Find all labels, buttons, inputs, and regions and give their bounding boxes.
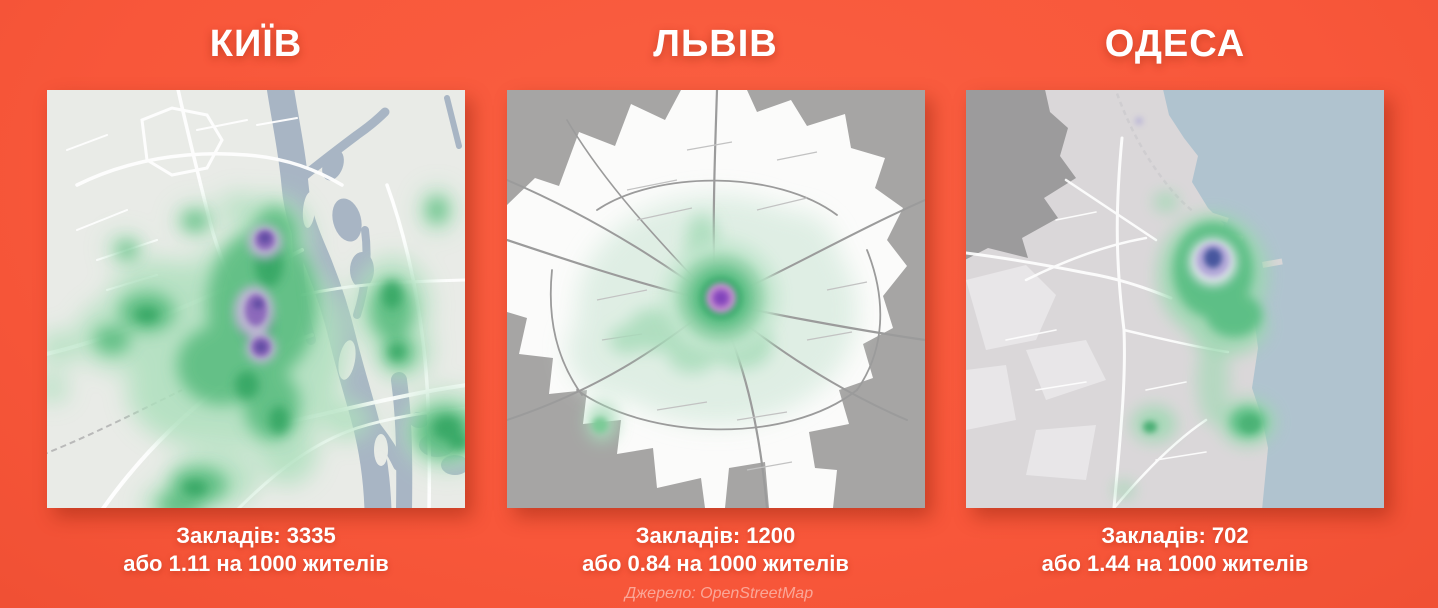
establishments-count: Закладів: 3335 xyxy=(176,522,336,548)
city-caption-odesa: Закладів: 702 або 1.44 на 1000 жителів xyxy=(1042,522,1309,579)
city-caption-kyiv: Закладів: 3335 або 1.11 на 1000 жителів xyxy=(123,522,389,579)
outside-boundary-region xyxy=(966,89,1076,260)
establishments-count: Закладів: 1200 xyxy=(635,522,796,548)
city-title-odesa: ОДЕСА xyxy=(1104,23,1246,65)
city-title-lviv: ЛЬВІВ xyxy=(653,23,778,65)
per-capita-rate: або 0.84 на 1000 жителів xyxy=(582,551,849,577)
city-map-odesa xyxy=(966,89,1384,508)
hotspot xyxy=(1135,116,1237,286)
railway xyxy=(1114,89,1195,213)
city-map-kyiv xyxy=(47,89,465,508)
city-map-lviv xyxy=(506,89,925,508)
per-capita-rate: або 1.44 на 1000 жителів xyxy=(1041,551,1309,577)
source-note: Джерело: OpenStreetMap xyxy=(624,584,814,602)
per-capita-rate: або 1.11 на 1000 жителів xyxy=(123,551,389,577)
black-sea xyxy=(1163,89,1384,508)
city-title-kyiv: КИЇВ xyxy=(209,23,303,65)
city-panel-kyiv: КИЇВ xyxy=(47,23,465,579)
city-columns: КИЇВ xyxy=(0,23,1438,579)
city-caption-lviv: Закладів: 1200 або 0.84 на 1000 жителів xyxy=(582,522,849,579)
field-patches xyxy=(966,264,1106,480)
heat-layer-high xyxy=(1143,414,1260,433)
hotspot-core xyxy=(253,232,271,353)
kyiv-heatmap-svg xyxy=(47,89,465,508)
odesa-heatmap-svg xyxy=(966,89,1384,508)
city-panel-lviv: ЛЬВІВ xyxy=(506,23,925,579)
establishments-count: Закладів: 702 xyxy=(1101,522,1249,548)
city-panel-odesa: ОДЕСА xyxy=(966,23,1384,579)
lviv-heatmap-svg xyxy=(506,89,925,508)
hotspot-rings xyxy=(591,239,779,433)
